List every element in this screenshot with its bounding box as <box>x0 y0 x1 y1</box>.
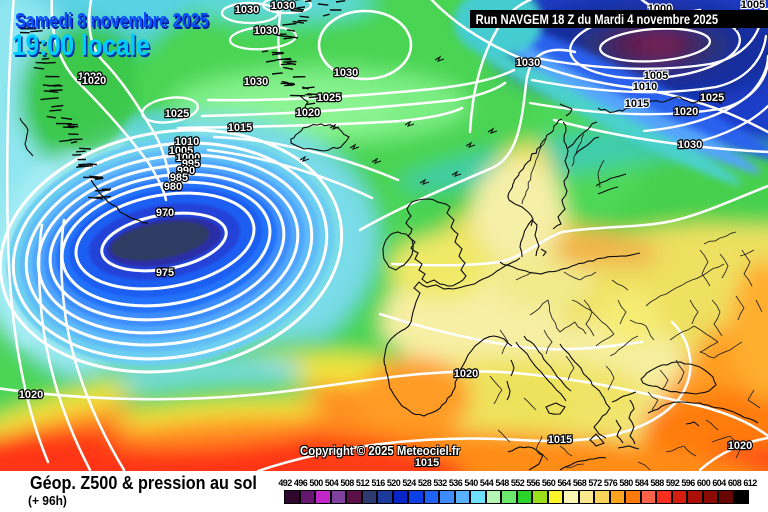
svg-text:1030: 1030 <box>271 0 295 12</box>
svg-text:1010: 1010 <box>633 81 657 93</box>
svg-text:1005: 1005 <box>169 145 193 157</box>
svg-text:1015: 1015 <box>415 457 439 469</box>
svg-text:1030: 1030 <box>678 139 702 151</box>
svg-text:1020: 1020 <box>454 368 478 380</box>
svg-text:1025: 1025 <box>317 92 341 104</box>
svg-text:1025: 1025 <box>165 108 189 120</box>
svg-text:1020: 1020 <box>19 389 43 401</box>
svg-text:1030: 1030 <box>244 76 268 88</box>
svg-text:1030: 1030 <box>334 67 358 79</box>
svg-text:1015: 1015 <box>548 434 572 446</box>
svg-text:1005: 1005 <box>644 70 668 82</box>
svg-text:1000: 1000 <box>176 152 200 164</box>
svg-text:985: 985 <box>170 172 188 184</box>
svg-text:1015: 1015 <box>228 122 252 134</box>
svg-text:990: 990 <box>177 165 195 177</box>
svg-text:1005: 1005 <box>741 0 765 11</box>
svg-text:1020: 1020 <box>296 107 320 119</box>
svg-text:1025: 1025 <box>700 92 724 104</box>
svg-text:1020: 1020 <box>728 440 752 452</box>
svg-text:1030: 1030 <box>235 4 259 16</box>
svg-text:970: 970 <box>156 207 174 219</box>
svg-text:1020: 1020 <box>82 75 106 87</box>
svg-text:1030: 1030 <box>516 57 540 69</box>
svg-text:975: 975 <box>156 267 174 279</box>
svg-text:1020: 1020 <box>674 106 698 118</box>
svg-text:1015: 1015 <box>625 98 649 110</box>
svg-text:980: 980 <box>164 181 182 193</box>
svg-text:1020: 1020 <box>78 71 102 83</box>
svg-text:995: 995 <box>182 158 200 170</box>
svg-text:1030: 1030 <box>254 25 278 37</box>
svg-text:1010: 1010 <box>175 136 199 148</box>
